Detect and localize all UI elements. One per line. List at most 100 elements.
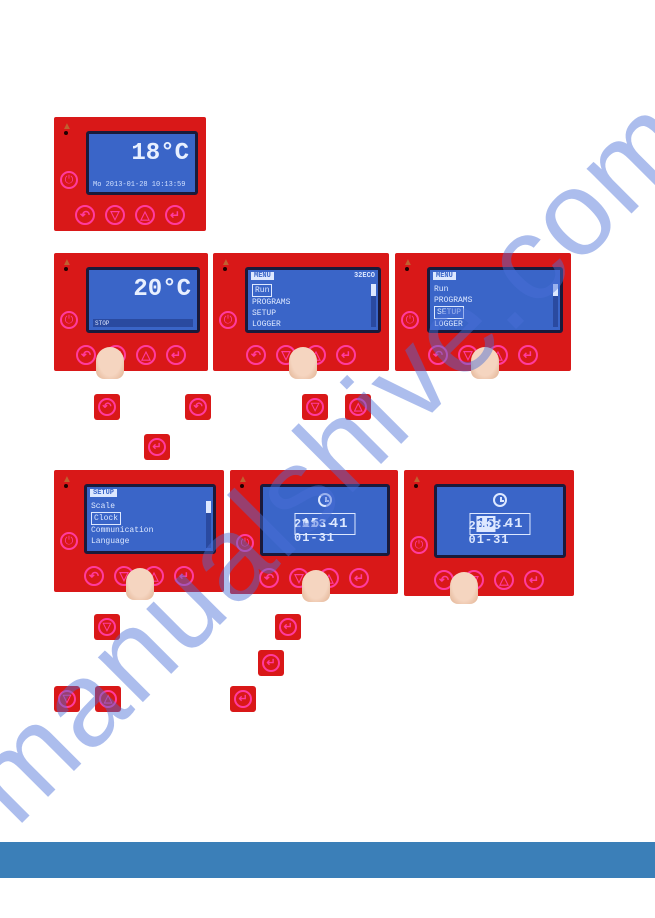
led-indicator	[64, 131, 68, 135]
back-button[interactable]: ↶	[84, 566, 104, 586]
instruction-row5: ▽ △ ↵	[54, 686, 594, 712]
finger-pointer	[471, 347, 499, 379]
lcd-r2b: MENU 32ECO .panel:nth-of-type(3) .lcd-sc…	[245, 267, 381, 333]
button-row: ↶ ▽ △ ↵	[54, 345, 208, 365]
up-button[interactable]: △	[136, 345, 156, 365]
up-button[interactable]: △	[135, 205, 155, 225]
clock-icon	[493, 493, 507, 507]
inline-back-button: ↶	[94, 394, 120, 420]
lcd-menu-header: MENU	[251, 272, 274, 280]
instruction-row1: ↶ ↶ ▽ △	[54, 394, 594, 420]
lcd-date: 2013-01-31	[469, 519, 532, 547]
lcd-r2a: 20°C STOP	[86, 267, 200, 333]
enter-button[interactable]: ↵	[336, 345, 356, 365]
lcd-menu-header-right: 32ECO	[354, 272, 375, 280]
lcd-datetime: Mo 2013-01-28 10:13:59	[93, 181, 185, 189]
lcd-scrollbar	[553, 284, 558, 327]
power-button[interactable]	[410, 536, 428, 554]
inline-enter-button: ↵	[258, 650, 284, 676]
menu-item-selected: Clock	[91, 512, 121, 525]
led-indicator	[414, 484, 418, 488]
back-button[interactable]: ↶	[75, 205, 95, 225]
menu-item: LOGGER	[434, 319, 550, 330]
lcd-temperature: 20°C	[133, 276, 191, 303]
menu-item-selected: SETUP	[434, 306, 464, 319]
lcd-scrollbar	[206, 501, 211, 548]
inline-enter-button: ↵	[144, 434, 170, 460]
menu-item: SETUP	[252, 308, 368, 319]
lcd-r3b: 15:41 2013-01-31	[260, 484, 390, 556]
lcd-menu-list: Run PROGRAMS SETUP LOGGER	[434, 284, 550, 330]
device-panel-r3c: ▲ 15:41 2013-01-31 ↶ ▽ △ ↵	[404, 470, 574, 596]
enter-button[interactable]: ↵	[349, 568, 369, 588]
instruction-row4: ↵	[54, 650, 594, 676]
enter-button[interactable]: ↵	[518, 345, 538, 365]
led-indicator	[240, 484, 244, 488]
clock-icon	[318, 493, 332, 507]
lcd-r2c: MENU Run PROGRAMS SETUP LOGGER	[427, 267, 563, 333]
lcd-status-bar: STOP	[93, 319, 193, 327]
inline-back-button: ↶	[185, 394, 211, 420]
power-button[interactable]	[60, 311, 78, 329]
menu-item: Communication	[91, 525, 203, 536]
inline-down-button: ▽	[302, 394, 328, 420]
device-panel-r3a: ▲ SETUP Scale Clock Communication Langua…	[54, 470, 224, 592]
device-panel-top: ▲ 18°C Mo 2013-01-28 10:13:59 ↶ ▽ △ ↵	[54, 117, 206, 231]
menu-item: Language	[91, 536, 203, 547]
back-button[interactable]: ↶	[246, 345, 266, 365]
device-panel-r3b: ▲ 15:41 2013-01-31 ↶ ▽ △ ↵	[230, 470, 398, 594]
power-button[interactable]	[60, 171, 78, 189]
lcd-menu-header: SETUP	[90, 489, 117, 497]
inline-enter-button: ↵	[230, 686, 256, 712]
lcd-menu-header: MENU	[433, 272, 456, 280]
instruction-row3: ▽ ↵	[54, 614, 594, 640]
inline-up-button: △	[345, 394, 371, 420]
lcd-menu-list: Run PROGRAMS SETUP LOGGER	[252, 284, 368, 330]
lcd-scrollbar: .panel:nth-of-type(3) .lcd-scroll::after…	[371, 284, 376, 327]
finger-pointer	[126, 568, 154, 600]
enter-button[interactable]: ↵	[174, 566, 194, 586]
down-button[interactable]: ▽	[105, 205, 125, 225]
back-button[interactable]: ↶	[76, 345, 96, 365]
button-row: ↶ ▽ △ ↵	[404, 570, 574, 590]
up-button[interactable]: △	[494, 570, 514, 590]
device-panel-r2c: ▲ MENU Run PROGRAMS SETUP LOGGER ↶ ▽ △ ↵	[395, 253, 571, 371]
menu-item: Run	[434, 284, 550, 295]
led-indicator	[64, 267, 68, 271]
finger-pointer	[289, 347, 317, 379]
menu-item: LOGGER	[252, 319, 368, 330]
led-indicator	[64, 484, 68, 488]
lcd-r3c: 15:41 2013-01-31	[434, 484, 566, 558]
lcd-menu-list: Scale Clock Communication Language	[91, 501, 203, 547]
menu-item: PROGRAMS	[252, 297, 368, 308]
device-panel-r2a: ▲ 20°C STOP ↶ ▽ △ ↵	[54, 253, 208, 371]
device-panel-r2b: ▲ MENU 32ECO .panel:nth-of-type(3) .lcd-…	[213, 253, 389, 371]
button-row: ↶ ▽ △ ↵	[54, 205, 206, 225]
inline-down-button: ▽	[54, 686, 80, 712]
enter-button[interactable]: ↵	[166, 345, 186, 365]
power-button[interactable]	[236, 534, 254, 552]
power-button[interactable]	[401, 311, 419, 329]
finger-pointer	[302, 570, 330, 602]
lcd-date: 2013-01-31	[294, 517, 356, 545]
lcd-temperature: 18°C	[131, 140, 189, 167]
led-indicator	[405, 267, 409, 271]
lcd-top: 18°C Mo 2013-01-28 10:13:59	[86, 131, 198, 195]
finger-pointer	[96, 347, 124, 379]
inline-down-button: ▽	[94, 614, 120, 640]
power-button[interactable]	[219, 311, 237, 329]
menu-item: Scale	[91, 501, 203, 512]
led-indicator	[223, 267, 227, 271]
instruction-row2: ↵	[54, 434, 594, 460]
finger-pointer	[450, 572, 478, 604]
enter-button[interactable]: ↵	[165, 205, 185, 225]
back-button[interactable]: ↶	[259, 568, 279, 588]
back-button[interactable]: ↶	[428, 345, 448, 365]
enter-button[interactable]: ↵	[524, 570, 544, 590]
lcd-r3a: SETUP Scale Clock Communication Language	[84, 484, 216, 554]
inline-up-button: △	[95, 686, 121, 712]
menu-item-selected: Run	[252, 284, 272, 297]
power-button[interactable]	[60, 532, 78, 550]
footer-bar	[0, 842, 655, 878]
menu-item: PROGRAMS	[434, 295, 550, 306]
